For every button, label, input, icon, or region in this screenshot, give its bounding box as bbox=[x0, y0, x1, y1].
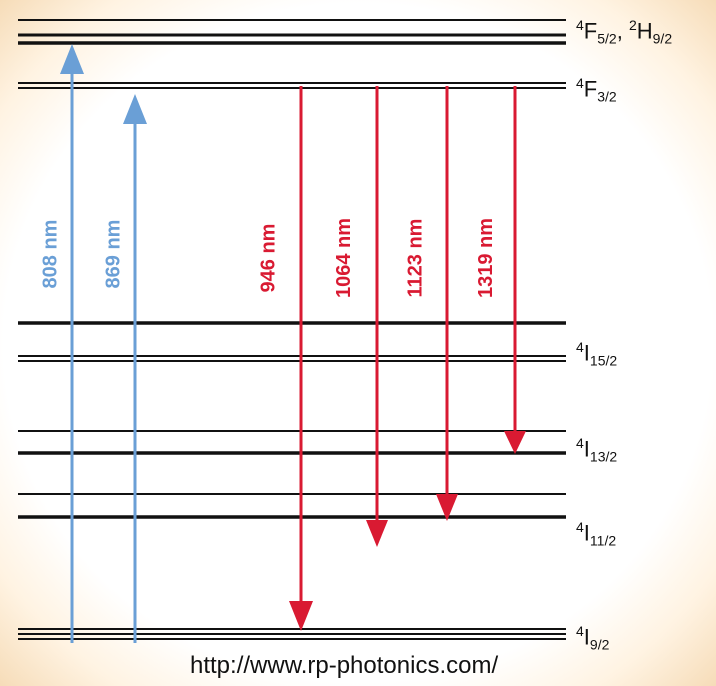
emission-arrow-1123 bbox=[436, 86, 458, 521]
level-lines-4i92 bbox=[18, 628, 566, 640]
level-label-4f52-2h92: 4F5/2, 2H9/2 bbox=[576, 17, 673, 47]
pump-label-869: 869 nm bbox=[102, 219, 125, 289]
emission-arrow-1064 bbox=[366, 86, 388, 547]
emission-label-1123: 1123 nm bbox=[404, 218, 427, 298]
emission-label-946: 946 nm bbox=[257, 223, 280, 293]
pump-arrow-869 bbox=[123, 94, 147, 643]
level-label-4f32: 4F3/2 bbox=[576, 75, 617, 105]
level-label-4i132: 4I13/2 bbox=[576, 435, 618, 465]
emission-label-1064: 1064 nm bbox=[333, 217, 356, 299]
pump-arrowhead bbox=[123, 94, 147, 124]
pump-arrowhead bbox=[60, 44, 84, 74]
emission-arrowhead bbox=[289, 601, 313, 631]
emission-label-1319: 1319 nm bbox=[475, 217, 498, 299]
level-label-4i112: 4I11/2 bbox=[576, 519, 617, 549]
source-url: http://www.rp-photonics.com/ bbox=[190, 652, 499, 679]
emission-arrowhead bbox=[436, 494, 458, 521]
level-lines-4i132 bbox=[18, 430, 566, 455]
emission-arrow-946 bbox=[289, 86, 313, 631]
level-lines-4f32 bbox=[18, 82, 566, 89]
level-lines-4f52-2h92 bbox=[18, 19, 566, 45]
emission-arrowhead bbox=[366, 520, 388, 547]
level-lines-4i112 bbox=[18, 493, 566, 519]
level-lines-4i152 bbox=[18, 321, 566, 362]
pump-label-808: 808 nm bbox=[39, 219, 62, 289]
emission-arrowhead bbox=[504, 431, 526, 454]
pump-arrow-808 bbox=[60, 44, 84, 643]
emission-arrow-1319 bbox=[504, 86, 526, 454]
level-label-4i92: 4I9/2 bbox=[576, 623, 610, 653]
level-label-4i152: 4I15/2 bbox=[576, 339, 618, 369]
